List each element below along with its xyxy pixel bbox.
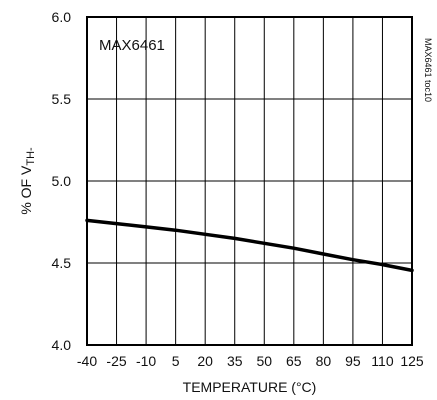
grid: [87, 17, 412, 345]
y-tick-label: 4.0: [52, 337, 72, 353]
x-tick-label: -25: [106, 353, 126, 369]
x-tick-label: 65: [286, 353, 302, 369]
x-tick-label: 110: [371, 353, 394, 369]
x-tick-label: 95: [345, 353, 361, 369]
y-axis-label-main: % OF V: [18, 165, 34, 215]
x-tick-label: 5: [172, 353, 180, 369]
y-axis-label-sub: TH-: [25, 147, 37, 166]
x-tick-label: -10: [136, 353, 156, 369]
series-group: [85, 218, 414, 273]
x-tick-label: 20: [197, 353, 213, 369]
y-tick-label: 5.5: [52, 91, 72, 107]
x-tick-label: 50: [256, 353, 272, 369]
x-tick-label: 80: [316, 353, 332, 369]
side-label: MAX6461 toc10: [423, 38, 433, 102]
x-tick-labels: -40 -25 -10 5 20 35 50 65 80 95 110 125: [77, 353, 424, 369]
x-tick-label: 35: [227, 353, 243, 369]
x-tick-label: -40: [77, 353, 97, 369]
x-axis-label: TEMPERATURE (°C): [183, 379, 317, 395]
plot-frame: [86, 16, 413, 346]
chart-annotation: MAX6461: [99, 37, 165, 54]
y-tick-label: 5.0: [52, 173, 72, 189]
x-tick-label: 125: [400, 353, 424, 369]
y-axis-label: % OF VTH-: [18, 147, 37, 215]
y-tick-label: 6.0: [52, 9, 72, 25]
y-tick-labels: 4.0 4.5 5.0 5.5 6.0: [52, 9, 72, 353]
series-line: [85, 218, 414, 273]
y-tick-label: 4.5: [52, 255, 72, 271]
